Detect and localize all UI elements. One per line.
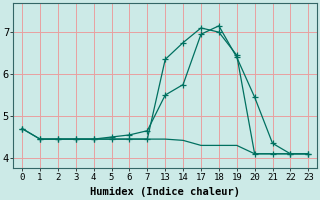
- X-axis label: Humidex (Indice chaleur): Humidex (Indice chaleur): [90, 187, 240, 197]
